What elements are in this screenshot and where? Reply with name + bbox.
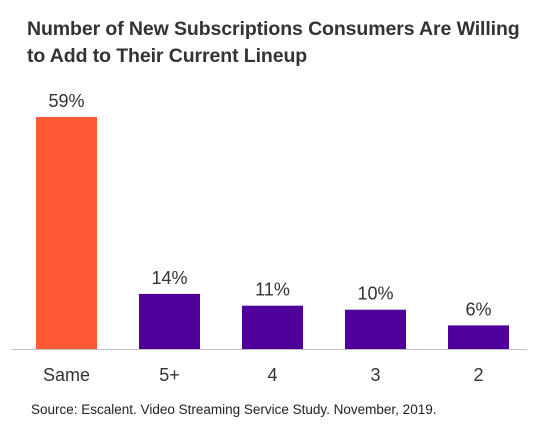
bar-4 [242, 305, 303, 349]
category-label-2: 2 [473, 365, 483, 385]
category-label-4: 4 [267, 365, 277, 385]
category-label-3: 3 [370, 365, 380, 385]
chart-title: Number of New Subscriptions Consumers Ar… [27, 18, 520, 67]
data-label-3: 10% [357, 284, 393, 304]
bar-Same [36, 117, 97, 349]
bar-chart: 59% Same 14% 5+ 11% 4 10% 3 6% 2 [12, 91, 527, 385]
bar-5+ [139, 293, 200, 349]
data-label-2: 6% [465, 299, 491, 319]
bar-3 [345, 309, 406, 349]
data-label-4: 11% [255, 280, 290, 300]
source-note: Source: Escalent. Video Streaming Servic… [31, 402, 437, 417]
bar-2 [448, 325, 509, 349]
data-label-5+: 14% [151, 268, 187, 288]
category-label-5+: 5+ [159, 365, 180, 385]
data-label-Same: 59% [48, 91, 84, 111]
category-label-Same: Same [43, 365, 90, 385]
